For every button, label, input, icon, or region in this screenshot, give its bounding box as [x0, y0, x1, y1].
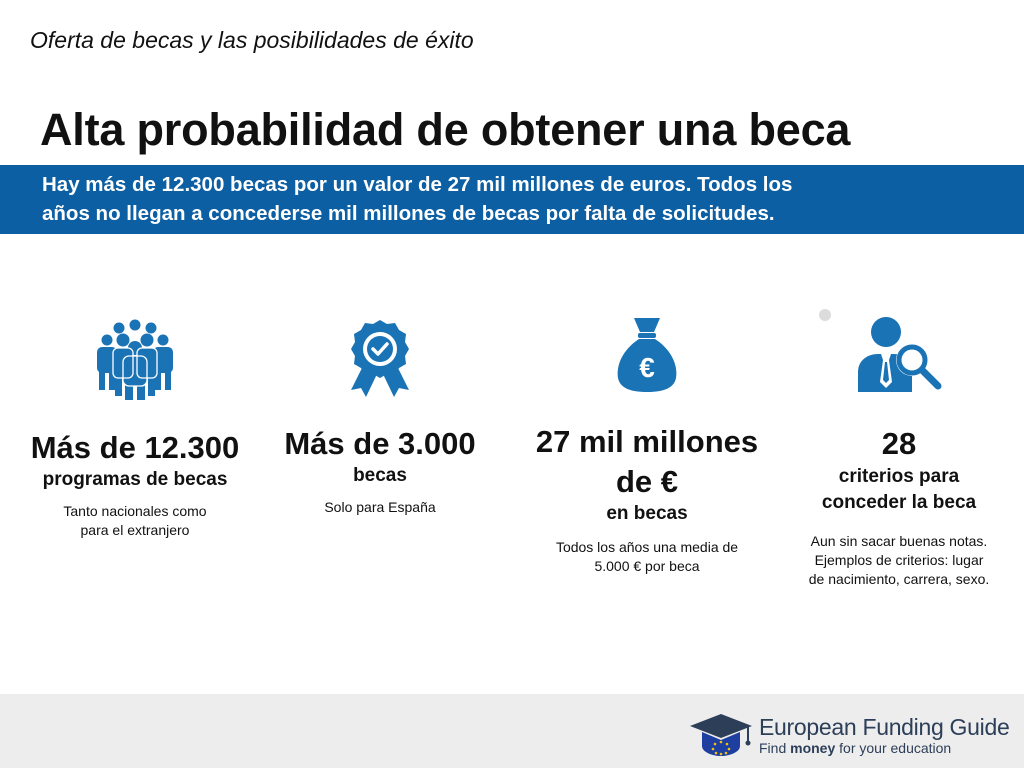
stat-criteria-note-line3: de nacimiento, carrera, sexo. [808, 571, 990, 587]
stat-criteria-value: 28 [881, 426, 917, 461]
stat-amount-note-line1: Todos los años una media de [555, 539, 739, 555]
person-search-icon [858, 317, 942, 392]
brand-logo-text: European Funding Guide Find money for yo… [759, 714, 1010, 756]
stat-amount-label: en becas [606, 503, 688, 524]
brand-name-part2: Funding Guide [862, 714, 1010, 740]
tagline-bold: money [790, 740, 836, 756]
stat-programs-value: Más de 12.300 [30, 430, 240, 465]
stat-programs-note-line2: para el extranjero [80, 522, 190, 538]
stat-criteria: 28 criterios para conceder la beca Aun s… [784, 316, 1014, 589]
stat-programs: Más de 12.300 programas de becas Tanto n… [10, 318, 260, 540]
decorative-dot [819, 309, 831, 321]
people-group-icon [97, 319, 173, 400]
stat-criteria-label-line2: conceder la beca [821, 492, 977, 513]
graduation-cap-logo-icon [690, 714, 752, 756]
stat-amount: € 27 mil millones de € en becas Todos lo… [512, 316, 782, 576]
stat-amount-note-line2: 5.000 € por beca [594, 558, 700, 574]
stat-scholarships-label: becas [353, 465, 407, 486]
stat-amount-value-line1: 27 mil millones [535, 424, 759, 459]
stat-programs-label: programas de becas [42, 469, 228, 490]
info-banner: Hay más de 12.300 becas por un valor de … [0, 165, 1024, 234]
stat-scholarships-note: Solo para España [324, 499, 436, 515]
stat-criteria-label-line1: criterios para [838, 466, 960, 487]
brand-tagline: Find money for your education [759, 740, 1009, 756]
banner-text-line1: Hay más de 12.300 becas por un valor de … [42, 173, 793, 196]
banner-text-line2: años no llegan a concederse mil millones… [42, 202, 775, 225]
slide-title: Alta probabilidad de obtener una beca [40, 104, 851, 155]
brand-name: European Funding Guide [759, 714, 1010, 741]
euro-money-bag-icon: € [617, 318, 677, 392]
stat-programs-note-line1: Tanto nacionales como [63, 503, 207, 519]
footer-bar [0, 694, 1024, 768]
stat-scholarships-value: Más de 3.000 [284, 426, 476, 461]
svg-text:€: € [639, 352, 655, 383]
brand-name-part1: European [759, 714, 857, 740]
tagline-part2: for your education [839, 740, 952, 756]
award-badge-icon [351, 320, 409, 397]
stat-criteria-note-line2: Ejemplos de criterios: lugar [814, 552, 984, 568]
tagline-part1: Find [759, 740, 787, 756]
stat-criteria-note-line1: Aun sin sacar buenas notas. [810, 533, 988, 549]
stat-amount-value-line2: de € [615, 464, 679, 499]
slide-subtitle: Oferta de becas y las posibilidades de é… [30, 27, 474, 53]
stat-scholarships: Más de 3.000 becas Solo para España [260, 318, 500, 517]
